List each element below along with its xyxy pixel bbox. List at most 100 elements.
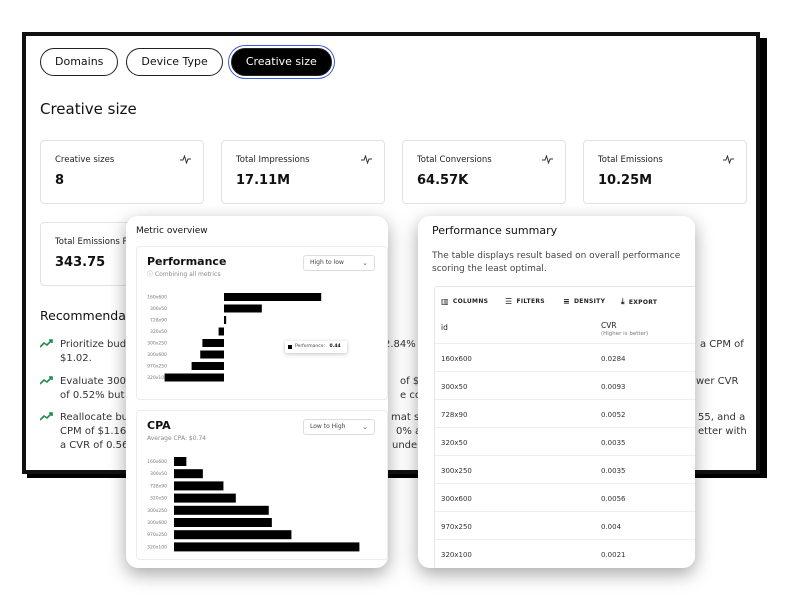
filter-icon: ☰ — [505, 297, 513, 306]
download-icon: ⤓ — [621, 297, 625, 306]
tab-device-type[interactable]: Device Type — [126, 48, 223, 76]
column-header-id[interactable]: id — [441, 323, 448, 332]
cpa-bar[interactable] — [174, 530, 292, 540]
cpa-bar[interactable] — [174, 542, 360, 552]
performance-sort-select[interactable]: High to low ⌄ — [303, 255, 375, 271]
table-row[interactable]: 300x250 0.0035 — [435, 455, 695, 483]
kpi-value: 10.25M — [598, 173, 653, 188]
metric-overview-title: Metric overview — [136, 226, 208, 236]
cell-id: 320x50 — [441, 439, 468, 447]
recommendation-item: Reallocate bud — [40, 411, 134, 425]
y-tick-label: 160x600 — [147, 459, 167, 465]
kpi-value: 64.57K — [417, 173, 469, 188]
trending-up-icon — [40, 376, 53, 385]
activity-icon — [180, 155, 191, 164]
table-row[interactable]: 320x50 0.0035 — [435, 427, 695, 455]
kpi-card-creative-sizes: Creative sizes 8 — [40, 140, 204, 204]
kpi-card-total-impressions: Total Impressions 17.11M — [221, 140, 385, 204]
cpa-bar[interactable] — [174, 518, 272, 527]
y-tick-label: 300x600 — [147, 352, 167, 358]
performance-bar[interactable] — [191, 362, 224, 370]
columns-icon: ▥ — [441, 297, 449, 306]
performance-bar[interactable] — [224, 293, 322, 301]
table-row[interactable]: 970x250 0.004 — [435, 511, 695, 539]
performance-bar[interactable] — [202, 339, 224, 347]
activity-icon — [723, 155, 734, 164]
y-tick-label: 320x100 — [147, 375, 167, 381]
cpa-sort-select[interactable]: Low to High ⌄ — [303, 419, 375, 435]
legend-swatch — [288, 345, 292, 349]
table-row[interactable]: 160x600 0.0284 — [435, 343, 695, 371]
column-header-cvr[interactable]: CVR — [601, 321, 617, 330]
cell-cvr: 0.0035 — [601, 439, 626, 447]
kpi-card-total-conversions: Total Conversions 64.57K — [402, 140, 566, 204]
performance-bar[interactable] — [224, 316, 227, 324]
cpa-subtitle: Average CPA: $0.74 — [147, 435, 207, 442]
recommendation-text: Evaluate 300x5 — [60, 376, 139, 387]
cell-cvr: 0.0093 — [601, 383, 626, 391]
recommendation-fragment: 2.84% a — [384, 339, 426, 350]
kpi-value: 343.75 — [55, 255, 106, 270]
cell-cvr: 0.0056 — [601, 495, 626, 503]
activity-icon — [542, 155, 553, 164]
cpa-bar[interactable] — [174, 469, 203, 479]
columns-button[interactable]: ▥ COLUMNS — [441, 297, 488, 306]
kpi-label: Total Emissions — [598, 155, 663, 165]
recommendation-text-line: $1.02. — [60, 353, 92, 364]
cpa-sort-value: Low to High — [310, 423, 346, 430]
recommendation-text-line: CPM of $1.16. T — [60, 426, 139, 437]
metric-overview-card: Metric overview Performance ⓘ Combining … — [126, 216, 388, 568]
table-row[interactable]: 300x50 0.0093 — [435, 371, 695, 399]
recommendation-fragment: a CPM of — [700, 339, 744, 350]
kpi-label: Total Emissions Pe — [55, 237, 133, 247]
performance-bar[interactable] — [224, 304, 262, 313]
cpa-title: CPA — [147, 419, 171, 432]
y-tick-label: 320x100 — [147, 544, 167, 550]
performance-summary-description: The table displays result based on overa… — [432, 251, 681, 274]
cell-cvr: 0.004 — [601, 523, 622, 531]
performance-bar[interactable] — [218, 327, 224, 336]
table-row[interactable]: 300x600 0.0056 — [435, 483, 695, 511]
tab-creative-size[interactable]: Creative size — [230, 48, 332, 76]
export-label: EXPORT — [628, 298, 658, 306]
recommendation-fragment: etter with — [698, 426, 747, 437]
y-tick-label: 300x250 — [147, 341, 167, 347]
table-row[interactable]: 320x100 0.0021 — [435, 539, 695, 567]
cell-id: 300x250 — [441, 467, 472, 475]
filters-button[interactable]: ☰ FILTERS — [505, 297, 545, 306]
cell-id: 970x250 — [441, 523, 472, 531]
tab-bar: Domains Device Type Creative size — [40, 48, 332, 76]
performance-summary-title: Performance summary — [432, 224, 558, 237]
cell-id: 728x90 — [441, 411, 468, 419]
performance-table: ▥ COLUMNS ☰ FILTERS ≡ DENSITY ⤓ EXPORT id CV… — [434, 286, 695, 568]
performance-bar[interactable] — [200, 350, 224, 359]
cpa-bar[interactable] — [174, 481, 224, 491]
performance-bar[interactable] — [164, 373, 224, 382]
kpi-card-total-emissions: Total Emissions 10.25M — [583, 140, 747, 204]
recommendation-text-line: a CVR of 0.56% — [60, 440, 138, 451]
cpa-bar[interactable] — [174, 457, 187, 466]
cell-cvr: 0.0021 — [601, 551, 626, 559]
chevron-down-icon: ⌄ — [362, 423, 368, 431]
kpi-label: Creative sizes — [55, 155, 115, 165]
trending-up-icon — [40, 339, 53, 348]
y-tick-label: 300x50 — [150, 306, 167, 312]
performance-summary-card: Performance summary The table displays r… — [418, 216, 695, 568]
performance-subtitle-text: Combining all metrics — [154, 271, 221, 278]
performance-panel: Performance ⓘ Combining all metrics High… — [136, 246, 388, 400]
cpa-chart: 160x600 300x50 728x90 320x50 300x250 300x600 9… — [147, 457, 360, 552]
cpa-bar[interactable] — [174, 505, 269, 515]
y-tick-label: 970x250 — [147, 532, 167, 538]
density-button[interactable]: ≡ DENSITY — [563, 297, 605, 306]
table-row[interactable]: 728x90 0.0052 — [435, 399, 695, 427]
performance-chart: 160x600 300x50 728x90 320x50 300x250 300x600 9… — [147, 293, 322, 382]
cell-id: 300x50 — [441, 383, 468, 391]
y-tick-label: 160x600 — [147, 295, 167, 301]
export-button[interactable]: ⤓ EXPORT — [621, 297, 657, 307]
tooltip-label: Performance — [295, 344, 324, 349]
kpi-value: 17.11M — [236, 173, 291, 188]
tab-domains[interactable]: Domains — [40, 48, 119, 76]
kpi-value: 8 — [55, 173, 65, 188]
cpa-bar[interactable] — [174, 493, 236, 503]
chevron-down-icon: ⌄ — [362, 259, 368, 267]
